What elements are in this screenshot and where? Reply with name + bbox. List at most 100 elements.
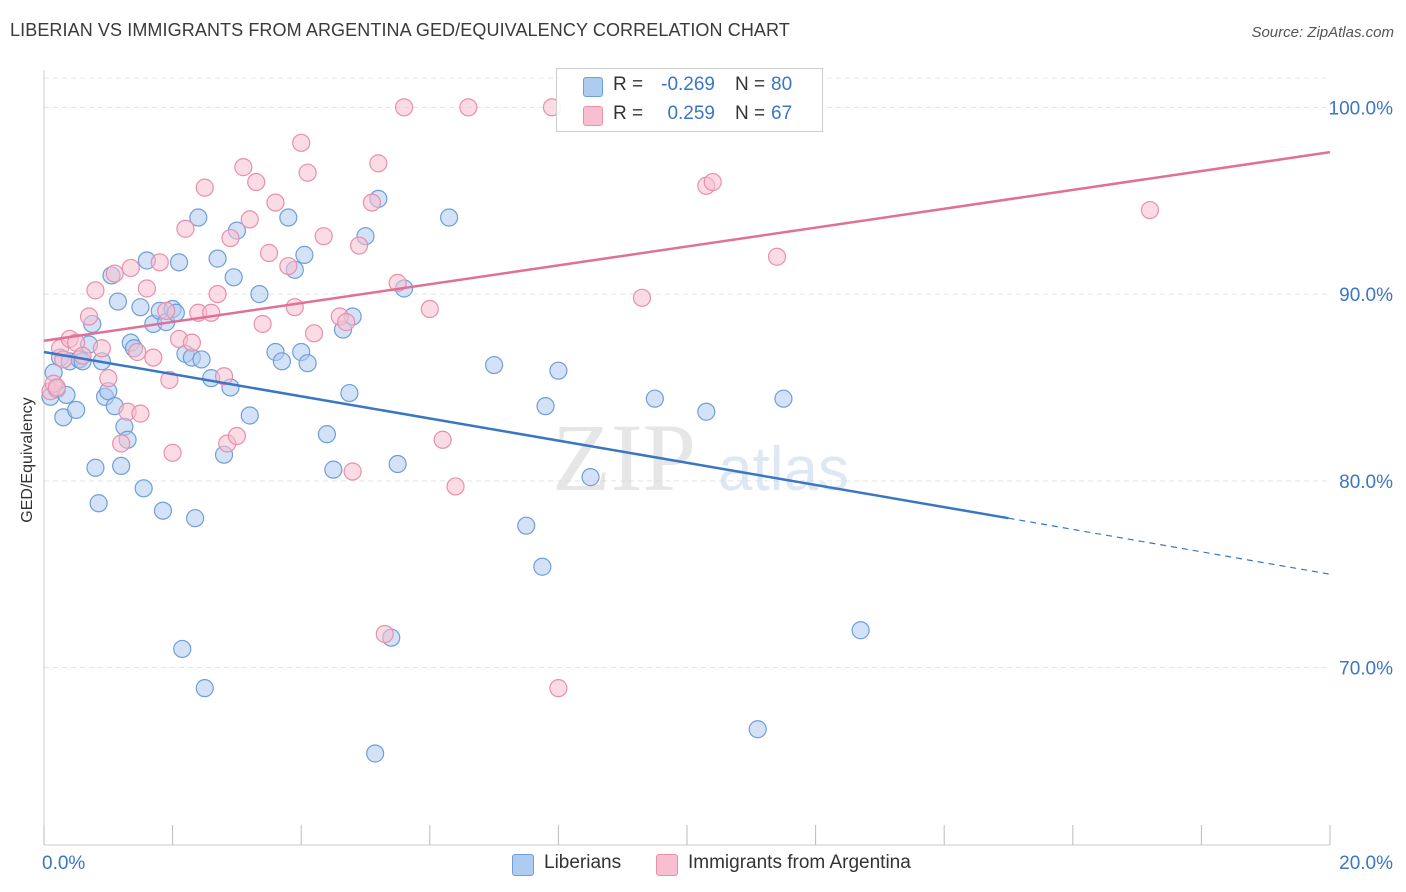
legend-n-label: N = [735, 74, 766, 95]
liberians-point [240, 406, 259, 425]
argentina-point [1140, 200, 1160, 220]
liberians-point [517, 516, 536, 535]
argentina-point [150, 253, 169, 272]
legend-swatch-pink [583, 106, 603, 126]
source-label: Source: ZipAtlas.com [1251, 24, 1394, 41]
argentina-point [369, 154, 388, 173]
series-legend: Liberians Immigrants from Argentina [0, 852, 1406, 878]
argentina-point [446, 477, 465, 496]
argentina-point [394, 98, 414, 117]
liberians-point [108, 292, 128, 311]
liberians-point [112, 456, 131, 476]
legend-r-label: R = [613, 103, 644, 124]
argentina-point [208, 284, 227, 304]
liberians-point [324, 460, 343, 479]
liberians-point [272, 352, 292, 371]
argentina-point [92, 339, 111, 358]
liberians-point [388, 454, 407, 474]
liberians-point [169, 253, 189, 272]
argentina-point [298, 163, 317, 182]
x-tick-labels: 0.0% 20.0% [42, 853, 1393, 874]
liberians-point [549, 361, 568, 380]
liberians-point [173, 639, 192, 659]
liberians-point [189, 208, 208, 227]
argentina-point [266, 193, 285, 212]
argentina-trend-line [43, 150, 1331, 343]
argentina-point [304, 324, 324, 343]
argentina-point [279, 256, 298, 276]
liberians-point [67, 400, 86, 419]
argentina-point [349, 236, 369, 255]
argentina-point [144, 348, 163, 367]
argentina-point [632, 288, 652, 307]
argentina-point [112, 434, 131, 453]
liberians-label: Liberians [544, 852, 622, 873]
legend-r-value: -0.269 [661, 74, 715, 95]
y-tick-label: 90.0% [1339, 285, 1393, 306]
argentina-point [163, 443, 182, 462]
liberians-point [581, 468, 600, 487]
liberians-point [748, 720, 767, 739]
liberians-point [89, 494, 108, 513]
liberians-point [195, 679, 214, 698]
correlation-legend: R = -0.269 N = 80 R = 0.259 N = 67 [556, 68, 823, 132]
liberians-point [153, 501, 173, 520]
argentina-point [337, 313, 356, 332]
argentina-point [420, 299, 439, 319]
argentina-point [176, 219, 195, 238]
argentina-label: Immigrants from Argentina [688, 852, 911, 873]
y-tick-label: 80.0% [1339, 472, 1393, 493]
y-tick-label: 100.0% [1329, 98, 1394, 119]
argentina-point [182, 333, 201, 352]
argentina-point [105, 264, 124, 283]
liberians-point [208, 249, 227, 268]
argentina-point [247, 172, 266, 192]
liberians-point [295, 245, 314, 264]
liberians-point [485, 355, 504, 375]
x-tick-label: 20.0% [1339, 853, 1393, 874]
x-tick-label: 0.0% [42, 853, 85, 874]
liberians-point [774, 389, 793, 408]
liberians-point [186, 509, 205, 528]
legend-row-liberians: R = -0.269 N = 80 [557, 71, 822, 101]
liberians-point [192, 350, 211, 369]
argentina-point [86, 281, 105, 300]
argentina-point [292, 133, 311, 152]
legend-swatch-blue [583, 77, 603, 97]
y-tick-label: 70.0% [1339, 659, 1393, 680]
argentina-point [195, 178, 214, 197]
argentina-point [314, 227, 333, 246]
liberians-point [317, 425, 337, 444]
y-tick-labels: 70.0% 80.0% 90.0% 100.0% [1329, 98, 1394, 679]
argentina-point [285, 298, 304, 317]
liberians-point [250, 284, 269, 304]
liberians-trend-line [43, 350, 1009, 520]
argentina-point [47, 378, 66, 397]
watermark-zip: ZIP [552, 404, 696, 511]
argentina-point [202, 303, 221, 322]
argentina-point [160, 370, 179, 390]
legend-row-argentina: R = 0.259 N = 67 [557, 100, 822, 130]
argentina-point [221, 228, 240, 248]
liberians-point [645, 389, 664, 408]
argentina-point [137, 279, 156, 298]
liberians-point [298, 354, 317, 373]
liberians-point [533, 557, 552, 576]
argentina-point [259, 243, 279, 263]
argentina-point [157, 301, 176, 321]
argentina-point [99, 369, 118, 388]
legend-r-label: R = [613, 74, 644, 95]
watermark-atlas: atlas [718, 435, 849, 504]
argentina-point [703, 172, 722, 192]
argentina-point [362, 193, 382, 212]
argentina-points [41, 98, 1160, 698]
axes [43, 70, 1331, 846]
argentina-point [79, 307, 99, 326]
argentina-point [375, 624, 394, 644]
liberians-point [86, 458, 105, 477]
argentina-point [227, 426, 246, 446]
argentina-point [549, 679, 568, 698]
liberians-point [851, 621, 870, 640]
argentina-point [234, 158, 253, 177]
argentina-point [767, 247, 787, 266]
